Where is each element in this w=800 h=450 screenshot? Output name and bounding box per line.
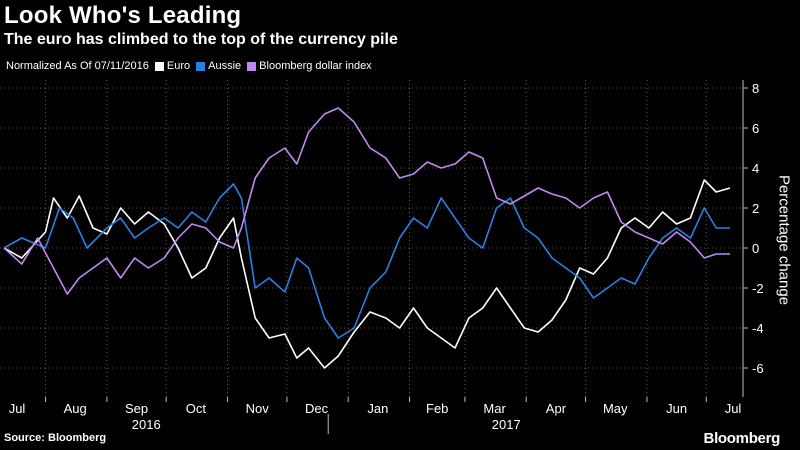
y-tick-label: 0 [752, 241, 759, 256]
year-label: 2016 [132, 417, 161, 432]
legend: Normalized As Of 07/11/2016 Euro Aussie … [6, 60, 372, 72]
legend-swatch-aussie [196, 61, 206, 71]
x-tick-label: Mar [483, 401, 506, 416]
legend-item-euro: Euro [154, 60, 191, 72]
x-tick-label: Sep [125, 401, 148, 416]
y-tick-label: 4 [752, 161, 759, 176]
y-tick-label: -6 [752, 361, 764, 376]
y-axis-label: Percentage change [775, 174, 793, 306]
legend-note: Normalized As Of 07/11/2016 [6, 60, 149, 72]
series-line-aussie [3, 183, 730, 339]
legend-item-dollar-index: Bloomberg dollar index [247, 60, 372, 72]
y-tick-label: -4 [752, 321, 764, 336]
legend-swatch-dollar-index [247, 61, 257, 71]
x-tick-label: Jul [725, 401, 742, 416]
x-tick-label: Jun [666, 401, 687, 416]
x-tick-label: May [603, 401, 628, 416]
source-note: Source: Bloomberg [4, 432, 107, 444]
series-line-bloomberg-dollar-index [3, 107, 730, 295]
y-axis-ticks: 8 6 4 2 0 -2 -4 -6 [742, 80, 764, 397]
legend-label-aussie: Aussie [208, 60, 242, 72]
x-tick-label: Aug [64, 401, 87, 416]
x-tick-label: Nov [246, 401, 270, 416]
x-tick-label: Feb [426, 401, 448, 416]
x-tick-label: Dec [305, 401, 329, 416]
chart-subtitle: The euro has climbed to the top of the c… [4, 31, 398, 48]
grid-lines [0, 80, 743, 397]
y-tick-label: 8 [752, 81, 759, 96]
series-lines [3, 107, 731, 369]
x-axis: Jul Aug Sep Oct Nov Dec Jan Feb Mar Apr May Jun Jul 2… [9, 397, 742, 434]
legend-item-aussie: Aussie [196, 60, 241, 72]
x-tick-label: Oct [186, 401, 207, 416]
x-tick-label: Jul [9, 401, 26, 416]
x-tick-label: Apr [546, 401, 567, 416]
y-tick-label: 6 [752, 121, 759, 136]
series-line-euro [3, 179, 731, 369]
chart-title: Look Who's Leading [4, 2, 242, 29]
bloomberg-logo: Bloomberg [703, 430, 781, 447]
legend-label-euro: Euro [166, 60, 191, 72]
y-tick-label: 2 [752, 201, 759, 216]
year-label: 2017 [492, 417, 521, 432]
legend-label-dollar-index: Bloomberg dollar index [259, 60, 372, 72]
x-tick-label: Jan [367, 401, 388, 416]
legend-swatch-euro [154, 61, 164, 71]
y-tick-label: -2 [752, 281, 764, 296]
